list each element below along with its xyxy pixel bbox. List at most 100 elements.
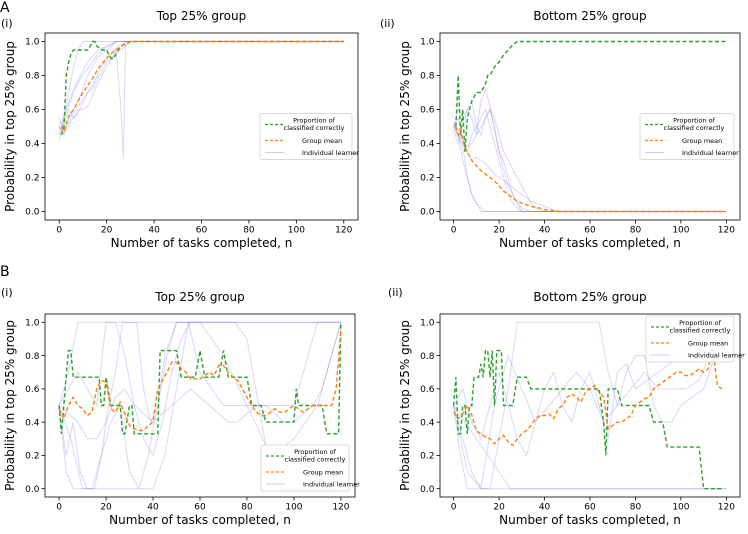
individual-learner-line-2 bbox=[453, 87, 727, 212]
chart-title: Bottom 25% group bbox=[533, 9, 646, 23]
legend: Proportion of classified correctly Group m… bbox=[260, 444, 360, 492]
plot-area bbox=[452, 321, 727, 490]
y-tick-label-4: 0.8 bbox=[420, 72, 435, 82]
x-tick-label-5: 100 bbox=[288, 226, 305, 236]
y-tick-label-3: 0.6 bbox=[420, 106, 435, 116]
legend-label-line-0: Proportion of bbox=[293, 117, 336, 125]
x-axis-label: Number of tasks completed, n bbox=[109, 513, 291, 527]
x-axis-label: Number of tasks completed, n bbox=[499, 513, 681, 527]
plot-area bbox=[58, 321, 342, 490]
x-tick-label-5: 100 bbox=[672, 226, 689, 236]
individual-learner-line-5 bbox=[58, 322, 342, 440]
panel-letter-b: B bbox=[0, 264, 10, 280]
chart-title: Top 25% group bbox=[154, 290, 244, 304]
y-tick-label-1: 0.2 bbox=[420, 174, 434, 184]
x-tick-label-0: 0 bbox=[451, 503, 457, 513]
individual-learner-line-4 bbox=[58, 321, 341, 408]
x-tick-label-1: 20 bbox=[101, 226, 113, 236]
legend-label-proportion: Proportion of classified correctly bbox=[670, 319, 731, 335]
x-tick-label-1: 20 bbox=[493, 226, 505, 236]
individual-learner-line-0 bbox=[58, 321, 341, 490]
panel-b-sub-ii: (ii) bbox=[388, 286, 403, 299]
x-axis-label: Number of tasks completed, n bbox=[499, 236, 681, 250]
proportion-line bbox=[58, 322, 342, 435]
y-tick-label-1: 0.2 bbox=[420, 452, 434, 462]
y-tick-label-3: 0.6 bbox=[25, 106, 40, 116]
individual-learner-line-6 bbox=[453, 126, 727, 212]
y-tick-label-2: 0.4 bbox=[420, 140, 435, 150]
individual-learner-line-4 bbox=[58, 41, 344, 159]
legend-label-group-mean: Group mean bbox=[303, 469, 343, 477]
individual-learner-line-5 bbox=[58, 41, 344, 131]
group-mean-line bbox=[58, 328, 342, 432]
legend-label-individual: Individual learner bbox=[688, 352, 745, 360]
legend: Proportion of classified correctly Group m… bbox=[645, 315, 745, 363]
proportion-line bbox=[455, 40, 727, 153]
individual-learner-line-0 bbox=[453, 126, 727, 212]
y-axis-label: Probability in top 25% group bbox=[3, 320, 17, 491]
y-tick-label-2: 0.4 bbox=[25, 140, 40, 150]
x-tick-label-4: 80 bbox=[630, 226, 642, 236]
y-tick-label-2: 0.4 bbox=[420, 418, 435, 428]
legend-label-proportion: Proportion of classified correctly bbox=[664, 117, 725, 133]
x-tick-label-6: 120 bbox=[335, 226, 352, 236]
legend-label-individual: Individual learner bbox=[682, 149, 739, 157]
y-axis-label: Probability in top 25% group bbox=[398, 320, 412, 491]
x-tick-label-2: 40 bbox=[539, 503, 551, 513]
panel-a-sub-i: (i) bbox=[1, 17, 13, 30]
individual-learner-line-2 bbox=[58, 321, 342, 490]
x-tick-label-0: 0 bbox=[56, 226, 62, 236]
individual-learner-line-6 bbox=[58, 41, 344, 127]
x-tick-label-2: 40 bbox=[147, 503, 159, 513]
chart-title: Top 25% group bbox=[156, 9, 246, 23]
legend-label-individual: Individual learner bbox=[302, 149, 359, 157]
x-axis-label: Number of tasks completed, n bbox=[111, 236, 293, 250]
y-tick-label-0: 0.0 bbox=[25, 485, 40, 495]
x-tick-label-3: 60 bbox=[194, 503, 206, 513]
x-tick-label-1: 20 bbox=[493, 503, 505, 513]
y-tick-label-3: 0.6 bbox=[25, 385, 40, 395]
x-tick-label-5: 100 bbox=[285, 503, 302, 513]
legend-label-proportion: Proportion of classified correctly bbox=[284, 117, 345, 133]
chart-b-i: Top 25% group 0 20 40 60 80 100 120 0.0 0.2 0.4 0.6… bbox=[3, 290, 360, 527]
legend-label-line-1: classified correctly bbox=[670, 327, 731, 335]
x-tick-label-5: 100 bbox=[672, 503, 689, 513]
proportion-line bbox=[452, 349, 722, 490]
x-tick-label-0: 0 bbox=[56, 503, 62, 513]
panel-letter-a: A bbox=[0, 0, 10, 16]
y-tick-label-5: 1.0 bbox=[25, 38, 40, 48]
x-tick-label-3: 60 bbox=[196, 226, 208, 236]
individual-learner-line-3 bbox=[453, 321, 727, 457]
legend-label-proportion: Proportion of classified correctly bbox=[285, 448, 346, 464]
legend-label-line-1: classified correctly bbox=[285, 456, 346, 464]
y-tick-label-5: 1.0 bbox=[420, 38, 435, 48]
individual-learner-line-1 bbox=[453, 321, 727, 490]
x-tick-label-4: 80 bbox=[630, 503, 642, 513]
x-tick-label-3: 60 bbox=[584, 226, 596, 236]
x-tick-label-2: 40 bbox=[539, 226, 551, 236]
legend-label-line-1: classified correctly bbox=[664, 124, 725, 132]
group-mean-line bbox=[453, 347, 723, 447]
x-tick-label-2: 40 bbox=[148, 226, 160, 236]
y-tick-label-4: 0.8 bbox=[420, 352, 435, 362]
legend-label-line-0: Proportion of bbox=[679, 319, 722, 327]
individual-learner-line-5 bbox=[453, 108, 727, 212]
legend: Proportion of classified correctly Group m… bbox=[259, 113, 359, 160]
legend-label-line-1: classified correctly bbox=[284, 124, 345, 132]
y-tick-label-3: 0.6 bbox=[420, 385, 435, 395]
panel-b-sub-i: (i) bbox=[1, 286, 13, 299]
panel-a-sub-ii: (ii) bbox=[380, 17, 395, 30]
legend: Proportion of classified correctly Group m… bbox=[639, 113, 739, 160]
plot-area bbox=[58, 40, 344, 159]
y-tick-label-4: 0.8 bbox=[25, 72, 40, 82]
y-tick-label-1: 0.2 bbox=[25, 174, 39, 184]
y-tick-label-1: 0.2 bbox=[25, 452, 39, 462]
individual-learner-line-3 bbox=[58, 41, 344, 141]
individual-learner-line-1 bbox=[58, 41, 344, 137]
legend-label-line-0: Proportion of bbox=[294, 448, 337, 456]
y-axis-label: Probability in top 25% group bbox=[398, 41, 412, 212]
chart-a-ii: Bottom 25% group 0 20 40 60 80 100 120 0.0 0.2 0.4… bbox=[398, 9, 741, 250]
legend-label-group-mean: Group mean bbox=[302, 137, 342, 145]
legend-label-individual: Individual learner bbox=[303, 481, 360, 489]
